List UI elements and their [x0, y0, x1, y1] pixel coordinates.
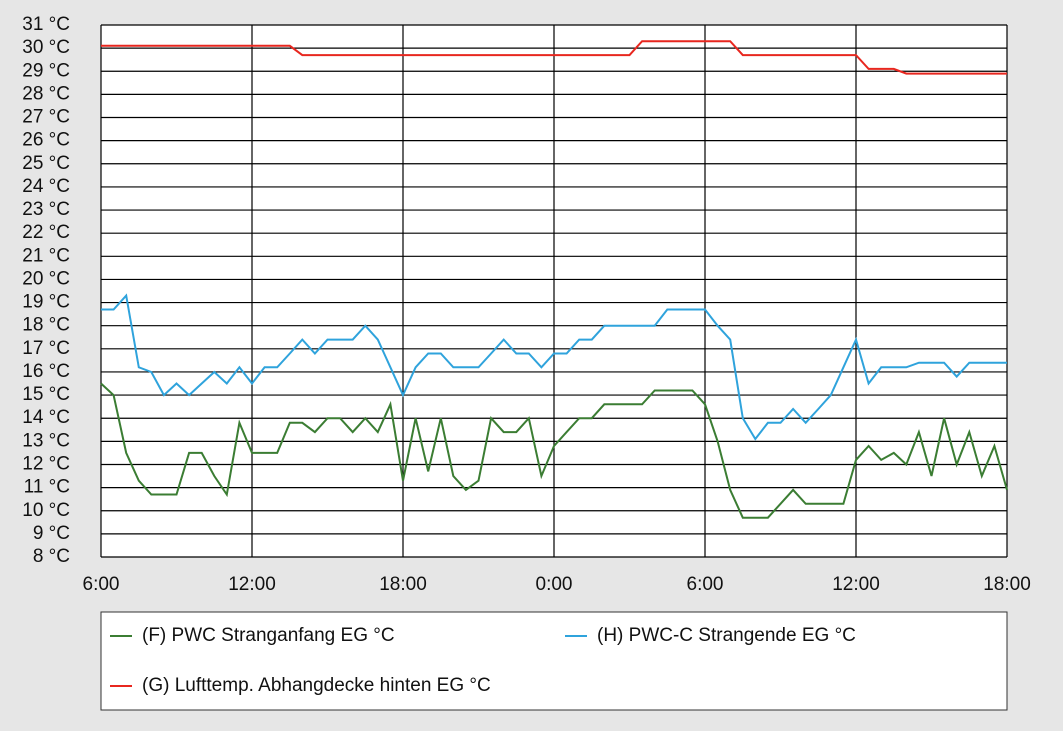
y-tick-label: 20 °C	[22, 268, 70, 289]
y-tick-label: 27 °C	[22, 107, 70, 128]
x-tick-label: 0:00	[536, 574, 573, 595]
y-tick-label: 18 °C	[22, 315, 70, 336]
x-tick-label: 18:00	[379, 574, 427, 595]
y-tick-label: 8 °C	[33, 546, 70, 567]
y-tick-label: 24 °C	[22, 176, 70, 197]
y-tick-label: 26 °C	[22, 130, 70, 151]
series-line	[101, 293, 1007, 441]
y-tick-label: 17 °C	[22, 338, 70, 359]
y-tick-label: 29 °C	[22, 60, 70, 81]
y-tick-label: 12 °C	[22, 453, 70, 474]
legend-label: (G) Lufttemp. Abhangdecke hinten EG °C	[142, 675, 491, 696]
y-tick-label: 25 °C	[22, 153, 70, 174]
y-tick-label: 10 °C	[22, 500, 70, 521]
y-tick-label: 21 °C	[22, 245, 70, 266]
y-tick-label: 11 °C	[24, 477, 70, 498]
x-tick-label: 12:00	[832, 574, 880, 595]
y-tick-label: 28 °C	[22, 83, 70, 104]
legend-label: (H) PWC-C Strangende EG °C	[597, 625, 856, 646]
y-tick-label: 14 °C	[22, 407, 70, 428]
legend-box	[100, 611, 1008, 711]
y-tick-label: 23 °C	[22, 199, 70, 220]
x-tick-label: 12:00	[228, 574, 276, 595]
y-tick-label: 9 °C	[33, 523, 70, 544]
y-tick-label: 31 °C	[22, 14, 70, 35]
y-tick-label: 16 °C	[22, 361, 70, 382]
y-tick-label: 22 °C	[22, 222, 70, 243]
x-tick-label: 6:00	[687, 574, 724, 595]
y-tick-label: 19 °C	[22, 292, 70, 313]
y-tick-label: 30 °C	[22, 37, 70, 58]
x-tick-label: 18:00	[983, 574, 1031, 595]
y-tick-label: 15 °C	[22, 384, 70, 405]
legend-label: (F) PWC Stranganfang EG °C	[142, 625, 395, 646]
x-tick-label: 6:00	[83, 574, 120, 595]
y-tick-label: 13 °C	[22, 430, 70, 451]
series-line	[100, 382, 1008, 519]
series-line	[101, 40, 1007, 75]
